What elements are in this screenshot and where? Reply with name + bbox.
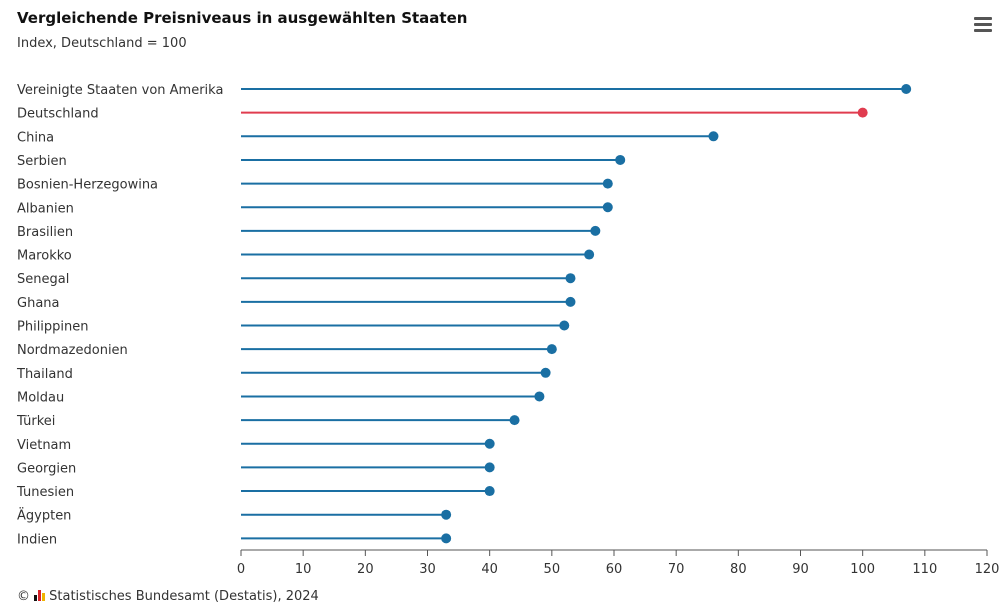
category-label: Thailand bbox=[16, 367, 73, 382]
x-tick-label: 40 bbox=[481, 562, 498, 577]
category-label: Vereinigte Staaten von Amerika bbox=[17, 83, 223, 98]
data-point bbox=[901, 84, 912, 94]
hamburger-menu-icon[interactable] bbox=[974, 17, 992, 33]
data-point bbox=[602, 178, 613, 189]
x-tick-label: 110 bbox=[912, 562, 937, 577]
data-point bbox=[484, 438, 495, 449]
x-tick-label: 70 bbox=[668, 562, 685, 577]
data-point bbox=[565, 296, 576, 307]
data-point bbox=[540, 367, 551, 378]
source-text: Statistisches Bundesamt (Destatis), 2024 bbox=[49, 589, 319, 604]
data-point bbox=[484, 462, 495, 473]
data-point bbox=[534, 391, 545, 402]
copyright-symbol: © bbox=[17, 589, 30, 604]
source-credit: © Statistisches Bundesamt (Destatis), 20… bbox=[17, 589, 319, 604]
category-label: Ägypten bbox=[17, 508, 71, 524]
category-label: Brasilien bbox=[17, 225, 73, 240]
category-label: Vietnam bbox=[17, 438, 71, 453]
x-tick-label: 60 bbox=[606, 562, 623, 577]
category-label: China bbox=[17, 130, 54, 145]
category-label: Türkei bbox=[16, 414, 55, 429]
data-point bbox=[584, 249, 595, 260]
category-label: Moldau bbox=[17, 390, 64, 405]
data-point bbox=[615, 154, 626, 165]
category-label: Senegal bbox=[17, 272, 69, 287]
x-tick-label: 120 bbox=[975, 562, 999, 577]
x-tick-label: 80 bbox=[730, 562, 747, 577]
x-tick-label: 90 bbox=[792, 562, 809, 577]
data-point bbox=[602, 202, 613, 213]
category-label: Georgien bbox=[17, 461, 76, 476]
data-point bbox=[546, 344, 557, 355]
data-point bbox=[708, 131, 719, 142]
x-tick-label: 10 bbox=[295, 562, 312, 577]
data-point bbox=[509, 415, 520, 426]
category-label: Nordmazedonien bbox=[17, 343, 128, 358]
category-label: Bosnien-Herzegowina bbox=[17, 178, 158, 193]
data-point bbox=[484, 486, 495, 497]
chart-title: Vergleichende Preisniveaus in ausgewählt… bbox=[17, 9, 468, 27]
category-label: Philippinen bbox=[17, 320, 89, 335]
x-tick-label: 20 bbox=[357, 562, 374, 577]
destatis-logo-icon bbox=[34, 590, 46, 601]
category-label: Deutschland bbox=[17, 107, 99, 122]
data-point bbox=[559, 320, 570, 331]
data-point bbox=[441, 533, 452, 544]
category-label: Albanien bbox=[17, 201, 74, 216]
chart-subtitle: Index, Deutschland = 100 bbox=[17, 36, 187, 51]
category-label: Indien bbox=[17, 532, 57, 547]
category-label: Marokko bbox=[17, 249, 72, 264]
data-point bbox=[441, 509, 452, 520]
x-tick-label: 30 bbox=[419, 562, 436, 577]
category-label: Tunesien bbox=[16, 485, 74, 500]
lollipop-chart: Vereinigte Staaten von Amerika Deutschlan… bbox=[16, 83, 999, 577]
category-label: Ghana bbox=[17, 296, 60, 311]
data-point bbox=[565, 273, 576, 284]
x-tick-label: 100 bbox=[850, 562, 875, 577]
data-point bbox=[590, 225, 601, 236]
data-point bbox=[857, 107, 868, 118]
x-tick-label: 50 bbox=[544, 562, 561, 577]
category-label: Serbien bbox=[17, 154, 67, 169]
x-tick-label: 0 bbox=[237, 562, 245, 577]
